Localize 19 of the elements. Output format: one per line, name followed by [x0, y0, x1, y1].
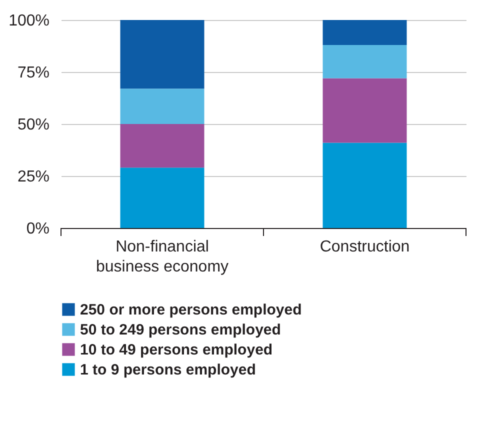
legend-label: 250 or more persons employed — [80, 302, 302, 318]
legend-label: 1 to 9 persons employed — [80, 362, 256, 378]
bar — [322, 142, 407, 228]
bar — [120, 88, 204, 124]
bar — [120, 20, 204, 89]
y-tick-label: 50% — [17, 116, 50, 134]
y-tick-label: 0% — [26, 220, 50, 238]
y-tick-label: 100% — [8, 12, 50, 30]
legend-label: 10 to 49 persons employed — [80, 342, 273, 358]
y-tick-label: 75% — [17, 64, 50, 82]
x-tick-label: Non-financial business economy — [96, 238, 229, 276]
bar — [120, 168, 204, 228]
legend-label: 50 to 249 persons employed — [80, 322, 281, 338]
y-tick-label: 25% — [17, 168, 50, 186]
bar — [322, 20, 407, 45]
bar — [322, 78, 407, 143]
x-tick-label: Construction — [320, 238, 410, 256]
bar — [322, 44, 407, 78]
bar — [120, 124, 204, 168]
